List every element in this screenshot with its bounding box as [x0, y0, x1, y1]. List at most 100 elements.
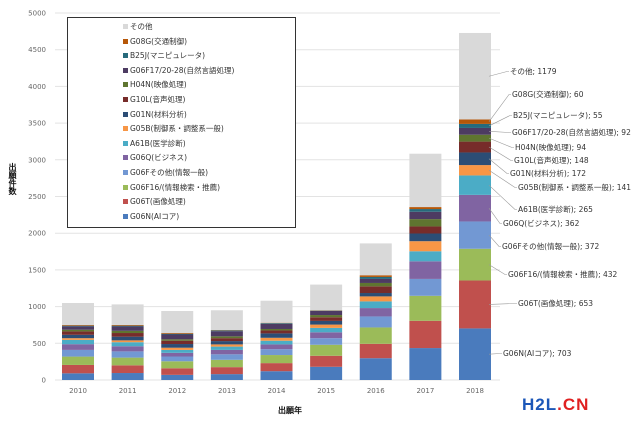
x-axis-title: 出願年 [278, 405, 302, 415]
leader-line [488, 146, 513, 161]
legend-swatch [123, 126, 128, 132]
legend-label: G01N(材料分析) [130, 109, 187, 119]
bar-segment [409, 278, 442, 296]
bar-segment [409, 241, 442, 252]
legend-label: H04N(映像処理) [130, 80, 187, 90]
legend-item: B25J(マニピュレータ) [123, 50, 205, 61]
bar-segment [111, 340, 144, 343]
bar-segment [260, 333, 293, 338]
bar-segment [409, 233, 442, 242]
bar-segment [161, 349, 194, 353]
bar-segment [161, 334, 194, 340]
bar-segment [161, 339, 194, 341]
bar-segment [359, 343, 392, 359]
y-tick-label: 2000 [28, 230, 46, 238]
bar-segment [260, 371, 293, 380]
legend-label: G05B(制御系・調整系一般) [130, 124, 224, 134]
bar-segment [260, 300, 293, 323]
legend-label: A61B(医学診断) [130, 138, 186, 148]
legend-item: G06T(画像処理) [123, 196, 186, 207]
bar-segment [310, 332, 343, 339]
leader-line [488, 353, 502, 355]
legend-label: B25J(マニピュレータ) [130, 51, 206, 61]
legend-item: G01N(材料分析) [123, 109, 187, 120]
bar-segment [62, 349, 94, 357]
legend-swatch [123, 199, 128, 205]
x-tick-label: 2014 [268, 387, 286, 395]
bar-segment [359, 293, 392, 297]
bar-segment [359, 308, 392, 317]
data-label: G10L(音声処理); 148 [514, 155, 589, 165]
bar-segment [111, 351, 144, 358]
legend-swatch [123, 170, 128, 175]
bar-segment [409, 226, 442, 234]
bar-segment [62, 325, 94, 327]
bar-segment [359, 301, 392, 309]
bar-segment [111, 326, 144, 331]
bar-segment [161, 361, 194, 369]
bar-segment [161, 347, 194, 350]
bar-segment [409, 153, 442, 208]
bar-segment [310, 284, 343, 311]
leader-line [488, 207, 502, 224]
bar-segment [310, 366, 343, 380]
bar-segment [210, 349, 243, 355]
legend-swatch [123, 213, 128, 219]
data-label: G06Q(ビジネス); 362 [503, 219, 580, 228]
leader-line [488, 303, 517, 305]
bar-segment [161, 352, 194, 357]
y-tick-label: 500 [33, 340, 46, 348]
bar-segment [359, 282, 392, 287]
leader-line [488, 131, 511, 133]
y-tick-label: 1500 [28, 266, 46, 274]
bar-segment [260, 323, 293, 329]
bar-segment [210, 336, 243, 339]
legend-swatch [123, 24, 128, 29]
bar-segment [210, 374, 243, 380]
leader-line [488, 94, 511, 122]
bar-segment [62, 303, 94, 326]
legend-item: その他 [123, 21, 153, 32]
bar-segment [310, 327, 343, 333]
x-tick-label: 2012 [168, 387, 186, 395]
watermark-logo: H2L.CN [522, 395, 590, 414]
bar-segment [359, 278, 392, 283]
legend-label: G06N(AIコア) [130, 211, 180, 221]
data-label: G06T(画像処理); 653 [518, 298, 593, 308]
data-label: その他; 1179 [510, 66, 557, 76]
bar-segment [62, 331, 94, 335]
bar-segment [260, 328, 293, 331]
bar-segment [310, 355, 343, 367]
bar-segment [210, 344, 243, 347]
data-label: G01N(材料分析); 172 [510, 168, 586, 178]
x-tick-label: 2013 [218, 387, 236, 395]
bar-segment [260, 330, 293, 334]
bar-segment [62, 339, 94, 345]
bar-segment [62, 364, 94, 374]
bar-segment [260, 340, 293, 345]
bar-segment [210, 331, 243, 337]
bar-segment [459, 127, 491, 135]
y-tick-label: 4000 [28, 83, 46, 91]
bar-segment [359, 286, 392, 294]
x-tick-label: 2010 [69, 387, 87, 395]
bar-segment [459, 123, 491, 128]
bar-segment [210, 346, 243, 350]
bar-segment [310, 320, 343, 325]
bar-segment [210, 359, 243, 368]
bar-segment [310, 338, 343, 345]
legend-label: G06F16/(情報検索・推薦) [130, 182, 221, 192]
bar-segment [359, 296, 392, 302]
bar-segment [62, 325, 94, 326]
bar-segment [161, 333, 194, 335]
leader-line [488, 170, 517, 188]
legend-swatch [123, 184, 128, 190]
bar-segment [210, 341, 243, 345]
bar-segment [111, 324, 144, 326]
legend-label: G06Fその他(情報一般) [130, 168, 209, 177]
bar-segment [210, 354, 243, 360]
bar-segment [310, 315, 343, 318]
bar-segment [409, 348, 442, 380]
bar-segment [210, 310, 243, 331]
legend-label: G08G(交通制御) [130, 36, 188, 46]
